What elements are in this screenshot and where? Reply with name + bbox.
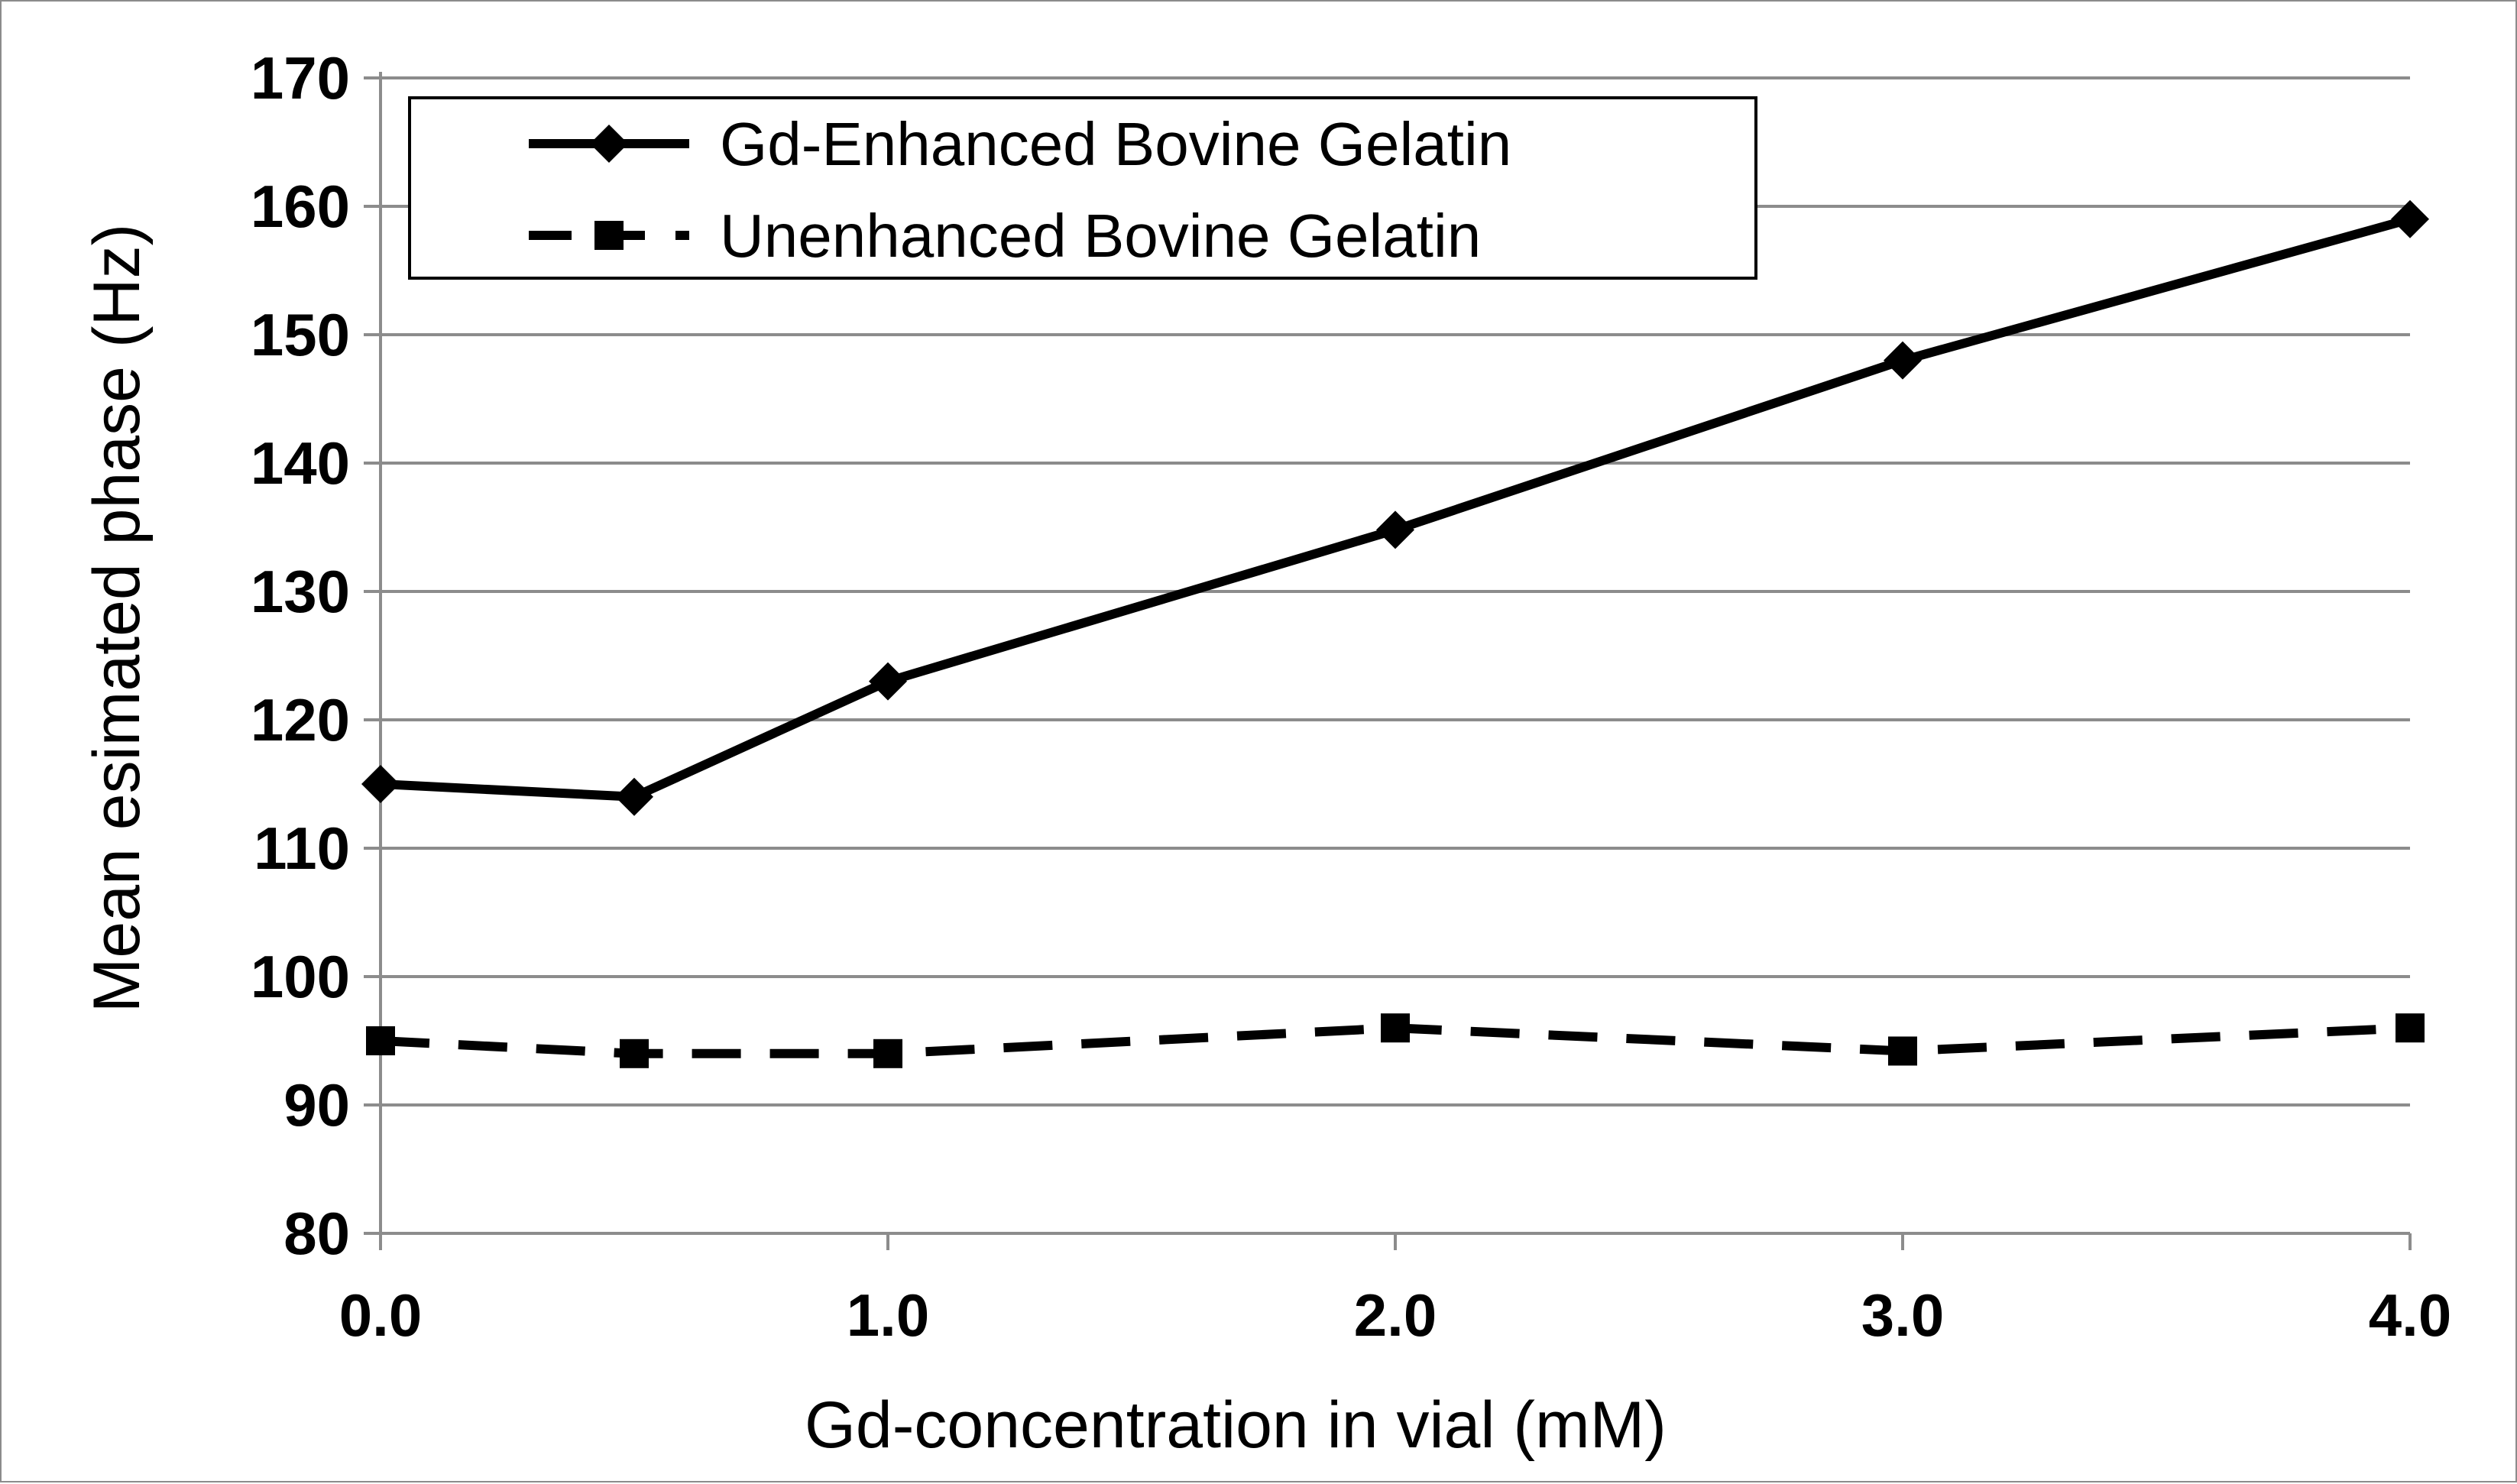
series-2-point [1381,1013,1410,1043]
y-tick-label: 160 [251,173,350,240]
series-1-point [361,765,400,803]
y-tick-label: 170 [251,44,350,112]
series-2-point [1888,1036,1917,1066]
x-tick-label: 2.0 [1354,1281,1437,1349]
series-2-point [2396,1013,2425,1043]
y-tick-label: 130 [251,558,350,625]
series-2-point [620,1038,649,1068]
x-tick-label: 3.0 [1861,1281,1944,1349]
x-tick-label: 0.0 [339,1281,422,1349]
series-2 [366,1013,2425,1068]
legend-box [408,96,1757,280]
series-1-point [1376,510,1414,549]
legend-swatch-marker [590,125,628,163]
x-tick-label: 4.0 [2369,1281,2451,1349]
y-tick-label: 150 [251,301,350,368]
y-tick-label: 100 [251,943,350,1010]
x-axis-title: Gd-concentration in vial (mM) [805,1388,1667,1462]
series-1-point [869,662,907,701]
series-1 [361,199,2429,816]
legend: Gd-Enhanced Bovine Gelatin Unenhanced Bov… [408,96,1757,280]
legend-label: Gd-Enhanced Bovine Gelatin [720,110,1511,178]
y-tick-label: 90 [283,1071,350,1139]
series-2-point [366,1026,395,1055]
tick-labels: 80 90 100 110 120 130 140 150 160 170 0.0 1.0 2.0 3.0… [251,44,2451,1349]
series-1-line [380,215,2412,802]
y-tick-label: 120 [251,686,350,753]
x-tick-label: 1.0 [847,1281,929,1349]
series-1-point [1884,341,1922,380]
series-1-point [2391,199,2429,238]
y-tick-label: 80 [283,1200,350,1267]
y-tick-label: 110 [254,815,350,882]
legend-swatch-marker [594,221,624,250]
series-1-point [615,777,653,816]
series [361,199,2429,1068]
legend-entry-1: Gd-Enhanced Bovine Gelatin [529,110,1511,178]
series-2-point [873,1038,902,1068]
y-axis-title: Mean esimated phase (Hz) [80,224,154,1013]
legend-label: Unenhanced Bovine Gelatin [720,202,1481,270]
legend-entry-2: Unenhanced Bovine Gelatin [529,202,1481,270]
grid-lines [381,76,2410,1107]
y-tick-label: 140 [251,429,350,497]
